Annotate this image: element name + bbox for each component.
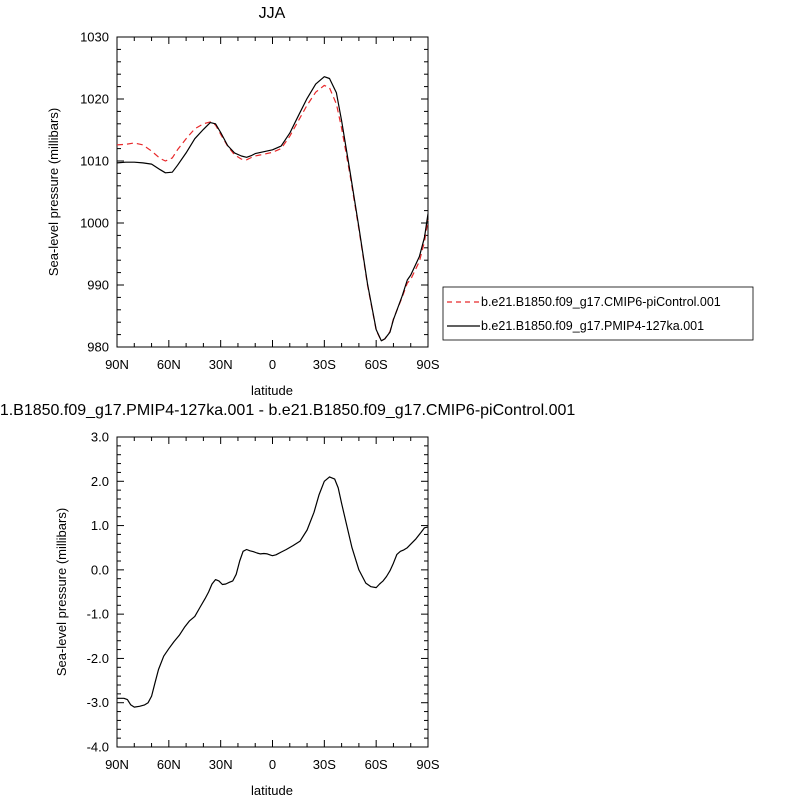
y-tick-label: 1.0 <box>91 518 109 533</box>
y-tick-label: 1030 <box>80 30 109 45</box>
x-tick-label: 90S <box>416 357 439 372</box>
x-tick-label: 60N <box>157 757 181 772</box>
legend-label-127ka: b.e21.B1850.f09_g17.PMIP4-127ka.001 <box>481 319 704 333</box>
y-tick-label: 1000 <box>80 216 109 231</box>
x-tick-label: 0 <box>269 357 276 372</box>
y-tick-label: 0.0 <box>91 562 109 577</box>
x-tick-label: 90S <box>416 757 439 772</box>
x-tick-label: 60S <box>365 357 388 372</box>
bottom-ticks: 90N 60N 30N 0 30S 60S 90S -4.0 -3.0 -2.0 -1.0 0.0 1.… <box>87 430 440 773</box>
top-series <box>116 76 429 342</box>
bottom-plot-frame <box>116 436 429 748</box>
top-chart-title: JJA <box>259 5 286 22</box>
bottom-series <box>117 476 429 708</box>
bottom-y-axis-label: Sea-level pressure (millibars) <box>54 508 69 676</box>
y-tick-label: 1010 <box>80 154 109 169</box>
top-plot-frame <box>116 36 429 348</box>
bottom-chart-title: b.e21.B1850.f09_g17.PMIP4-127ka.001 - b.… <box>0 402 575 419</box>
x-tick-label: 30N <box>209 757 233 772</box>
y-tick-label: 980 <box>87 340 109 355</box>
x-tick-label: 90N <box>105 757 129 772</box>
top-legend: b.e21.B1850.f09_g17.CMIP6-piControl.001 … <box>442 286 754 341</box>
series-line-0 <box>117 476 429 708</box>
x-tick-label: 60S <box>365 757 388 772</box>
y-tick-label: -2.0 <box>87 651 109 666</box>
y-tick-label: 1020 <box>80 92 109 107</box>
x-tick-label: 0 <box>269 757 276 772</box>
bottom-panel: b.e21.B1850.f09_g17.PMIP4-127ka.001 - b.… <box>0 402 575 798</box>
y-tick-label: 2.0 <box>91 474 109 489</box>
x-tick-label: 90N <box>105 357 129 372</box>
x-tick-label: 30S <box>313 757 336 772</box>
series-line-0 <box>116 84 429 342</box>
x-tick-label: 30N <box>209 357 233 372</box>
y-tick-label: -1.0 <box>87 607 109 622</box>
y-tick-label: 990 <box>87 278 109 293</box>
top-x-axis-label: latitude <box>251 383 293 398</box>
y-tick-label: -4.0 <box>87 740 109 755</box>
series-line-1 <box>116 76 429 342</box>
bottom-x-axis-label: latitude <box>251 783 293 798</box>
top-ticks: 90N 60N 30N 0 30S 60S 90S 980 990 1000 1010 1020 103… <box>80 30 440 373</box>
y-tick-label: -3.0 <box>87 695 109 710</box>
x-tick-label: 30S <box>313 357 336 372</box>
top-y-axis-label: Sea-level pressure (millibars) <box>46 108 61 276</box>
y-tick-label: 3.0 <box>91 430 109 445</box>
top-panel: JJA 90N 60N 30N 0 30S 60S 90S 980 990 1000 1010 102… <box>46 5 440 398</box>
legend-label-picontrol: b.e21.B1850.f09_g17.CMIP6-piControl.001 <box>481 295 721 309</box>
legend-box <box>442 286 754 341</box>
x-tick-label: 60N <box>157 357 181 372</box>
